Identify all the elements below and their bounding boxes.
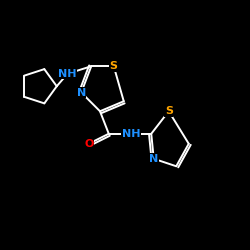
Text: NH: NH — [58, 69, 77, 79]
Text: N: N — [149, 154, 158, 164]
Text: S: S — [165, 106, 173, 116]
Text: NH: NH — [122, 129, 141, 139]
Text: S: S — [110, 61, 118, 71]
Text: N: N — [76, 88, 86, 98]
Text: O: O — [84, 139, 94, 149]
